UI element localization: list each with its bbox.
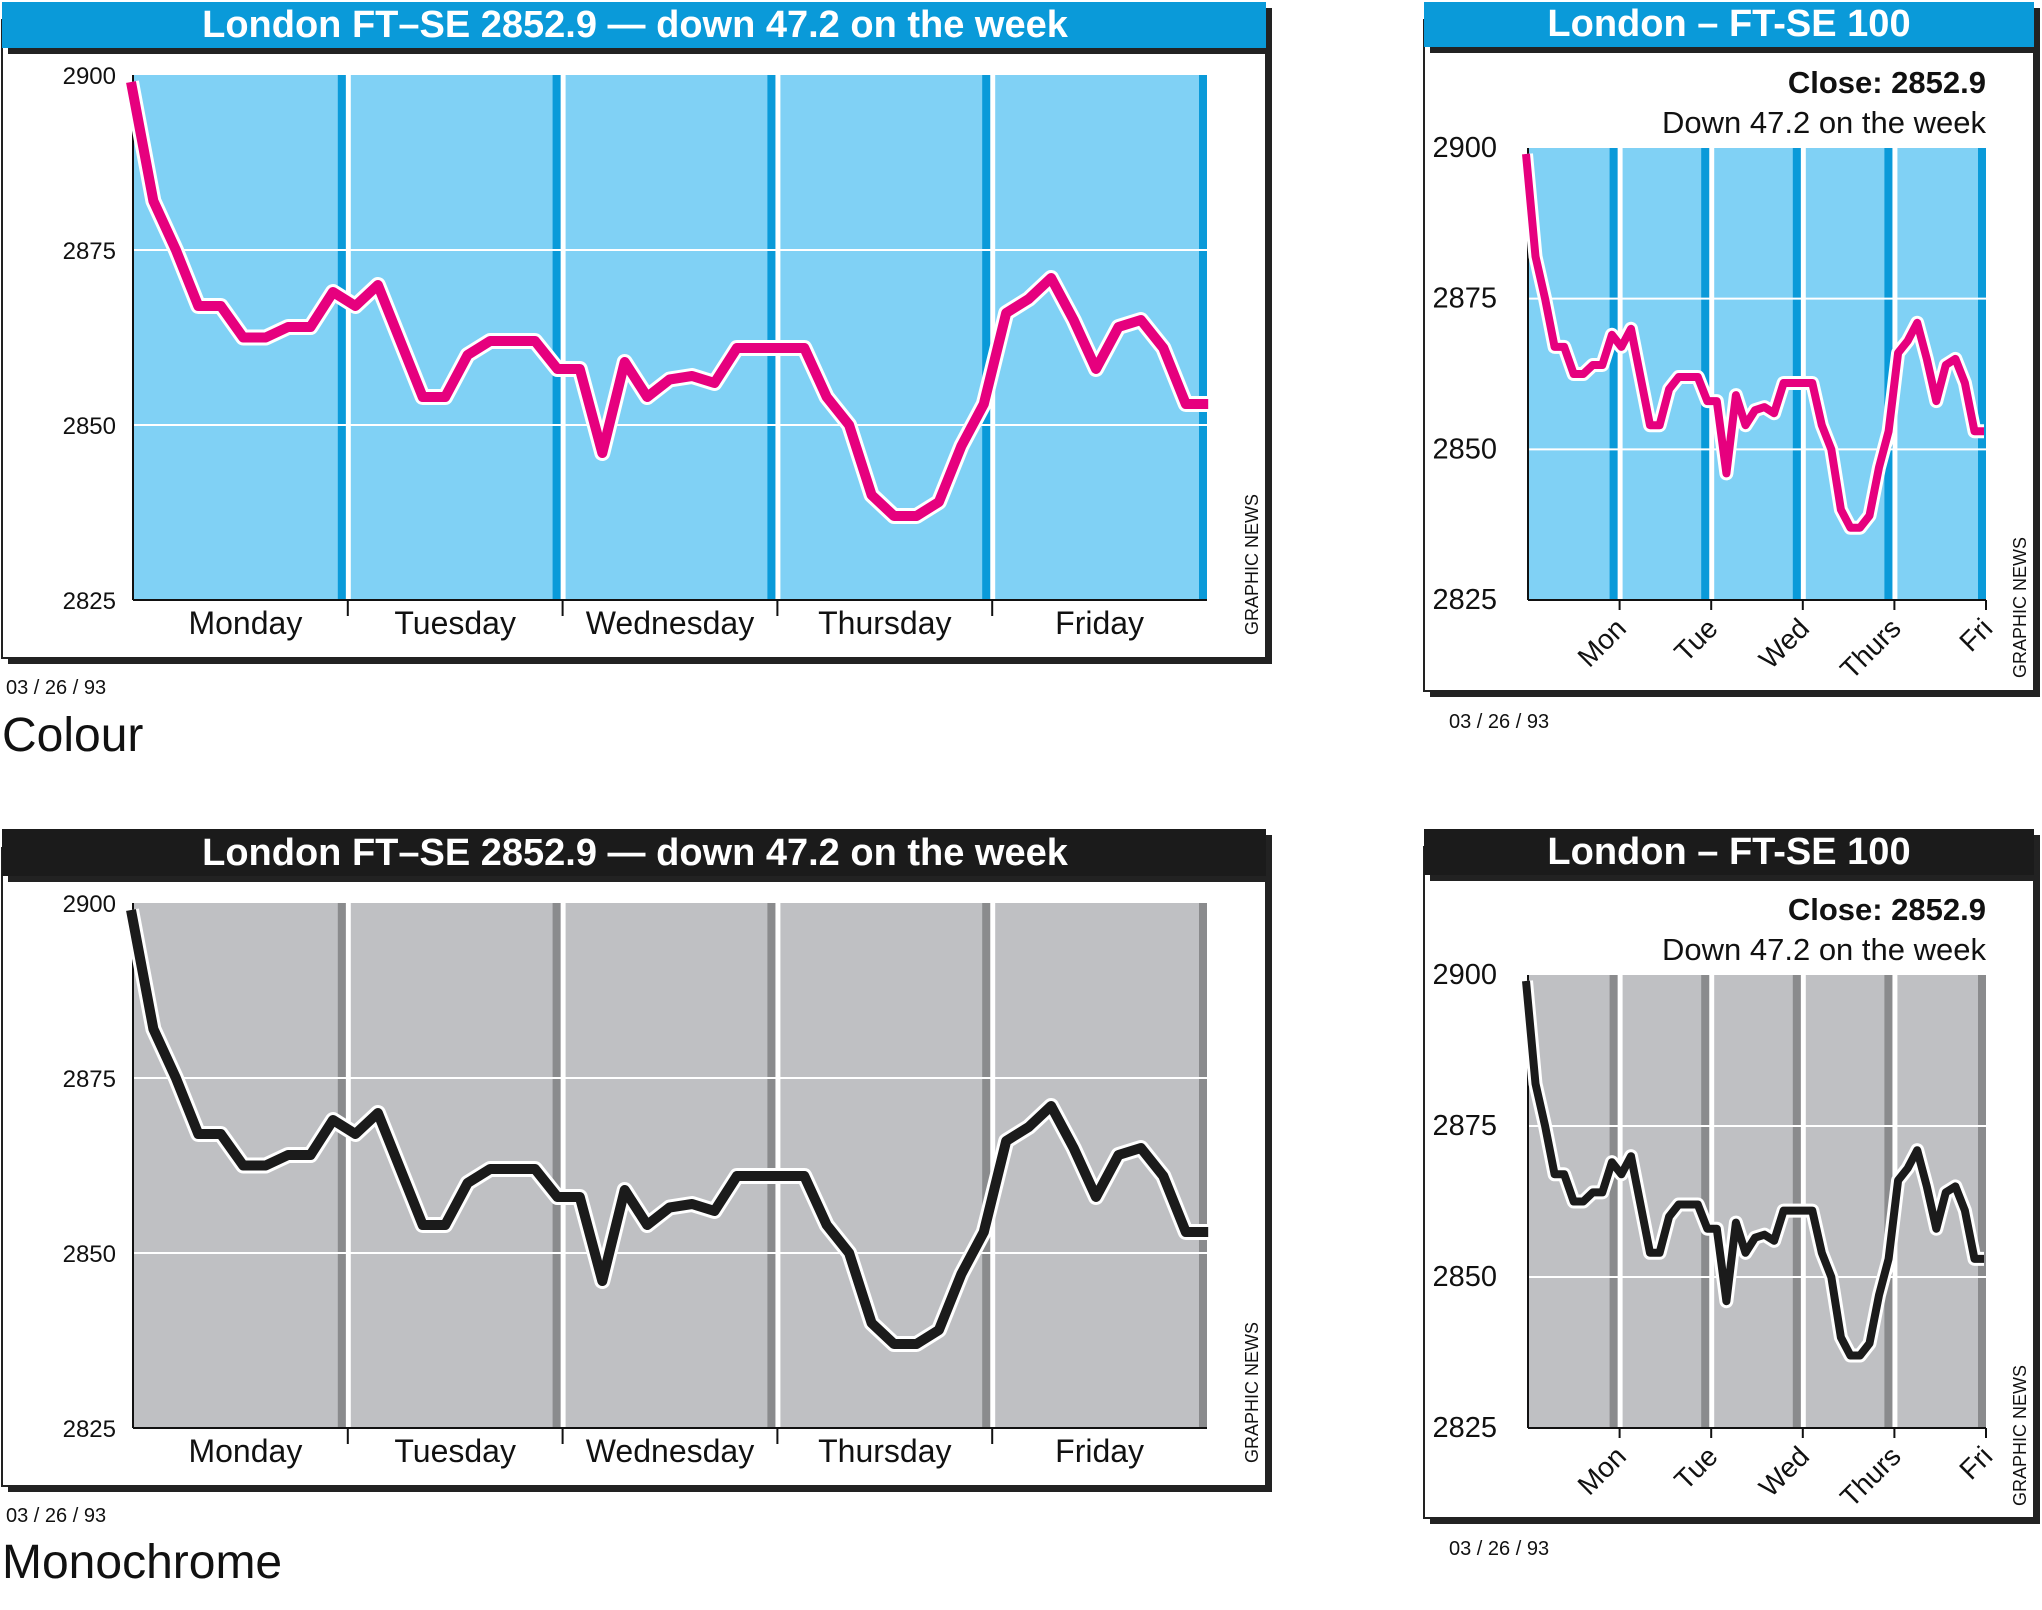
day-end-band [337,903,346,1428]
day-end-band [1701,148,1710,600]
x-day-label: Monday [188,605,302,641]
close-value: Close: 2852.9 [1788,65,1986,100]
y-tick-label: 2850 [63,1241,116,1268]
y-tick-label: 2825 [1432,584,1497,616]
chart-title: London – FT-SE 100 [1547,3,1910,45]
chart-header-bar [2,2,1266,48]
y-tick-label: 2875 [63,238,116,265]
series-line [126,909,1209,1349]
day-end-band [1792,148,1801,600]
day-divider [560,75,566,600]
graphic-news-credit: GRAPHIC NEWS [2010,537,2030,678]
series-line [126,81,1209,521]
weekly-change: Down 47.2 on the week [1662,105,1986,140]
chart-wide-mono: London FT–SE 2852.9 — down 47.2 on the w… [1,829,1272,1492]
x-day-label: Tuesday [394,1433,516,1469]
y-tick-label: 2875 [63,1066,116,1093]
day-divider [1709,148,1715,600]
section-label-monochrome: Monochrome [2,1536,283,1589]
graphic-news-credit: GRAPHIC NEWS [1242,494,1262,635]
date-label-narrow-colour: 03 / 26 / 93 [1449,711,1550,733]
day-end-band [767,75,776,600]
day-divider [560,903,566,1428]
day-divider [1800,148,1806,600]
day-divider [1617,975,1623,1428]
chart-title: London FT–SE 2852.9 — down 47.2 on the w… [202,4,1069,46]
x-day-label: Wednesday [586,605,754,641]
x-day-label: Friday [1055,605,1144,641]
day-end-band [1609,975,1618,1428]
y-tick-label: 2850 [63,413,116,440]
day-divider [1709,975,1715,1428]
day-end-band [337,75,346,600]
x-day-label: Thursday [818,1433,951,1469]
plot-background [133,75,1207,600]
day-end-band [1884,148,1893,600]
x-day-label: Friday [1055,1433,1144,1469]
day-divider [1617,148,1623,600]
series-line [1522,153,1984,532]
chart-wide-colour: London FT–SE 2852.9 — down 47.2 on the w… [1,2,1272,664]
day-divider [775,75,781,600]
section-label-colour: Colour [2,709,144,762]
day-divider [345,75,351,600]
series-line [1522,980,1984,1360]
y-tick-label: 2900 [1432,132,1497,164]
x-day-label: Monday [188,1433,302,1469]
y-tick-label: 2825 [1432,1412,1497,1444]
day-divider [1800,975,1806,1428]
day-end-band [982,75,991,600]
y-tick-label: 2900 [63,63,116,90]
y-tick-label: 2850 [1432,1261,1497,1293]
day-end-band [552,75,561,600]
graphic-news-credit: GRAPHIC NEWS [2010,1365,2030,1506]
x-day-label: Thursday [818,605,951,641]
date-label-narrow-mono: 03 / 26 / 93 [1449,1538,1550,1560]
x-day-label: Wednesday [586,1433,754,1469]
day-end-band [982,903,991,1428]
weekly-change: Down 47.2 on the week [1662,932,1986,967]
chart-header-bar [2,829,1266,876]
day-end-band [767,903,776,1428]
day-divider [345,903,351,1428]
x-day-label: Tuesday [394,605,516,641]
chart-header-bar [1424,2,2034,47]
chart-title: London – FT-SE 100 [1547,831,1910,873]
day-divider [775,903,781,1428]
y-tick-label: 2900 [1432,959,1497,991]
plot-background [1528,148,1986,600]
day-end-band [552,903,561,1428]
y-tick-label: 2825 [63,588,116,615]
y-tick-label: 2825 [63,1416,116,1443]
day-end-band [1701,975,1710,1428]
day-end-band [1199,75,1207,600]
day-end-band [1199,903,1207,1428]
y-tick-label: 2875 [1432,1110,1497,1142]
date-label-wide-mono: 03 / 26 / 93 [6,1505,107,1527]
graphic-news-credit: GRAPHIC NEWS [1242,1322,1262,1463]
day-end-band [1978,975,1986,1428]
day-end-band [1609,148,1618,600]
y-tick-label: 2900 [63,891,116,918]
chart-title: London FT–SE 2852.9 — down 47.2 on the w… [202,832,1069,874]
y-tick-label: 2875 [1432,283,1497,315]
day-end-band [1978,148,1986,600]
y-tick-label: 2850 [1432,433,1497,465]
close-value: Close: 2852.9 [1788,892,1986,927]
plot-background [133,903,1207,1428]
date-label-wide-colour: 03 / 26 / 93 [6,677,107,699]
day-end-band [1792,975,1801,1428]
chart-header-bar [1424,829,2034,875]
day-end-band [1884,975,1893,1428]
plot-background [1528,975,1986,1428]
